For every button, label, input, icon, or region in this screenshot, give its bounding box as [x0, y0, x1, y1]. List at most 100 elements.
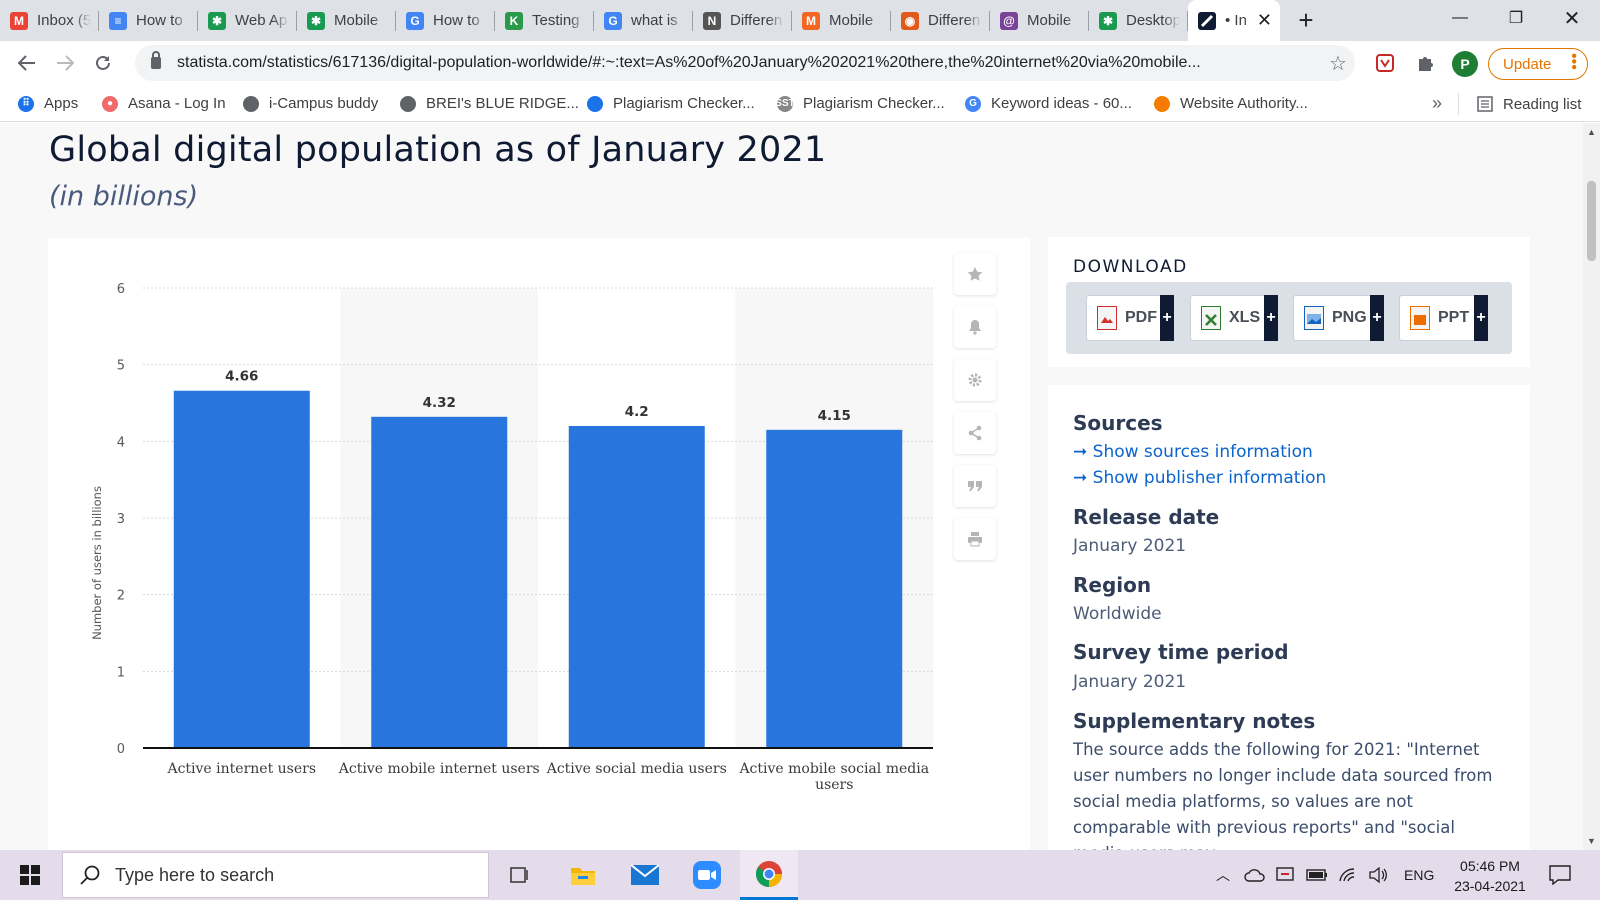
notifications-button[interactable] [1536, 850, 1584, 900]
new-tab-button[interactable]: + [1298, 5, 1314, 35]
print-button[interactable] [954, 518, 996, 560]
show-sources-link[interactable]: ➞ Show sources information [1073, 442, 1313, 462]
ppt-plus-icon[interactable]: + [1474, 295, 1488, 341]
taskbar-clock[interactable]: 05:46 PM 23-04-2021 [1446, 856, 1534, 896]
volume-icon[interactable] [1368, 867, 1388, 883]
bar-value-label: 4.32 [423, 395, 456, 411]
bookmark-star-icon[interactable]: ☆ [1329, 52, 1347, 75]
share-button[interactable] [954, 412, 996, 454]
gear-icon: ✱ [1099, 11, 1117, 30]
mail-icon [631, 865, 659, 885]
bookmark-item[interactable]: ● Asana - Log In [102, 85, 226, 122]
bookmark-item[interactable]: i-Campus buddy [243, 85, 378, 122]
clock-time: 05:46 PM [1460, 858, 1520, 874]
page-content: Global digital population as of January … [0, 123, 1583, 850]
y-tick-label: 4 [117, 435, 125, 450]
tab-9[interactable]: M Mobile [792, 0, 891, 41]
magnifier-logo-icon [587, 95, 603, 112]
taskbar-search[interactable]: Type here to search [62, 852, 489, 898]
close-window-button[interactable]: ✕ [1563, 7, 1581, 30]
tab-8[interactable]: N Differen [693, 0, 792, 41]
bar [766, 429, 903, 747]
download-xls-button[interactable]: XLS + [1190, 295, 1278, 341]
language-indicator[interactable]: ENG [1404, 867, 1435, 883]
chevron-up-icon[interactable]: ︿ [1216, 867, 1230, 883]
download-ppt-button[interactable]: PPT + [1399, 295, 1488, 341]
update-button[interactable]: Update ••• [1488, 48, 1588, 80]
tab-4[interactable]: ✱ Mobile [297, 0, 396, 41]
bar [568, 426, 705, 747]
lock-icon [151, 51, 161, 69]
download-pdf-button[interactable]: PDF + [1086, 295, 1174, 341]
bookmark-item[interactable]: BREI's BLUE RIDGE... [400, 85, 579, 122]
x-category-label: Active internet users [166, 761, 316, 777]
close-tab-icon[interactable]: ✕ [1256, 10, 1272, 30]
download-png-button[interactable]: PNG + [1293, 295, 1384, 341]
start-button[interactable] [0, 850, 60, 900]
reload-button[interactable] [84, 44, 122, 82]
scroll-down-arrow-icon[interactable]: ▼ [1587, 836, 1596, 846]
tab-2[interactable]: ≡ How to [99, 0, 198, 41]
bookmarks-overflow-button[interactable]: » [1432, 93, 1443, 113]
png-plus-icon[interactable]: + [1370, 295, 1384, 341]
bookmarks-bar: ⠿ Apps ● Asana - Log In i-Campus buddy BREI's… [0, 85, 1600, 122]
statista-icon [1198, 11, 1216, 30]
xls-plus-icon[interactable]: + [1264, 295, 1278, 341]
notify-button[interactable] [954, 306, 996, 348]
restore-button[interactable]: ❐ [1508, 10, 1524, 27]
minimize-button[interactable]: — [1452, 9, 1468, 26]
scrollbar-thumb[interactable] [1587, 181, 1596, 261]
zoom-button[interactable] [678, 850, 736, 900]
wifi-icon[interactable] [1338, 867, 1358, 883]
bookmark-item[interactable]: ⠿ Apps [18, 85, 78, 122]
mail-button[interactable] [616, 850, 674, 900]
address-bar[interactable]: statista.com/statistics/617136/digital-p… [135, 45, 1355, 81]
bookmark-item[interactable]: G Keyword ideas - 60... [965, 85, 1132, 122]
bookmark-item[interactable]: Website Authority... [1154, 85, 1308, 122]
windows-taskbar: Type here to search ︿ ENG 05:46 PM 23-04… [0, 850, 1600, 900]
chrome-taskbar-button[interactable] [740, 850, 798, 900]
battery-icon[interactable] [1306, 869, 1328, 881]
tab-5[interactable]: G How to [396, 0, 495, 41]
tab-active[interactable]: • In ✕ [1188, 0, 1280, 41]
tab-3[interactable]: ✱ Web Ap [198, 0, 297, 41]
bookmark-item[interactable]: SST Plagiarism Checker... [775, 85, 944, 122]
region-value: Worldwide [1073, 604, 1162, 624]
back-button[interactable] [8, 44, 46, 82]
tab-title: what is [631, 12, 678, 29]
bookmark-item[interactable]: Plagiarism Checker... [587, 85, 755, 122]
pdf-file-icon [1097, 306, 1117, 330]
onedrive-cloud-icon[interactable] [1244, 868, 1266, 882]
show-publisher-link[interactable]: ➞ Show publisher information [1073, 468, 1327, 488]
task-view-button[interactable] [490, 850, 548, 900]
tab-10[interactable]: ◉ Differen [891, 0, 990, 41]
taskbar-search-placeholder: Type here to search [115, 864, 275, 885]
mcafee-extension-icon[interactable] [1372, 50, 1398, 76]
tab-11[interactable]: @ Mobile [990, 0, 1089, 41]
meet-now-icon[interactable] [1276, 866, 1296, 884]
cite-button[interactable] [954, 465, 996, 507]
puzzle-extensions-icon[interactable] [1412, 50, 1438, 76]
update-label: Update [1503, 55, 1552, 73]
profile-avatar[interactable]: P [1452, 51, 1478, 77]
forward-button[interactable] [46, 44, 84, 82]
survey-period-heading: Survey time period [1073, 640, 1289, 664]
settings-button[interactable] [954, 359, 996, 401]
pdf-plus-icon[interactable]: + [1160, 295, 1174, 341]
page-scrollbar[interactable]: ▲ ▼ [1583, 123, 1600, 850]
asana-icon: ● [102, 95, 118, 112]
file-explorer-button[interactable] [554, 850, 612, 900]
more-menu-icon[interactable]: ••• [1565, 53, 1582, 70]
page-title: Global digital population as of January … [49, 130, 827, 170]
tab-6[interactable]: K Testing [495, 0, 594, 41]
tab-12[interactable]: ✱ Desktop [1089, 0, 1188, 41]
favorite-button[interactable] [954, 253, 996, 295]
reading-list-button[interactable]: Reading list [1458, 93, 1581, 115]
x-category-label: users [815, 777, 853, 793]
bar-value-label: 4.2 [625, 404, 649, 420]
tab-title: Desktop [1126, 12, 1180, 29]
tab-1[interactable]: M Inbox (5 [0, 0, 99, 41]
tab-title: How to [136, 12, 183, 29]
scroll-up-arrow-icon[interactable]: ▲ [1587, 127, 1596, 137]
